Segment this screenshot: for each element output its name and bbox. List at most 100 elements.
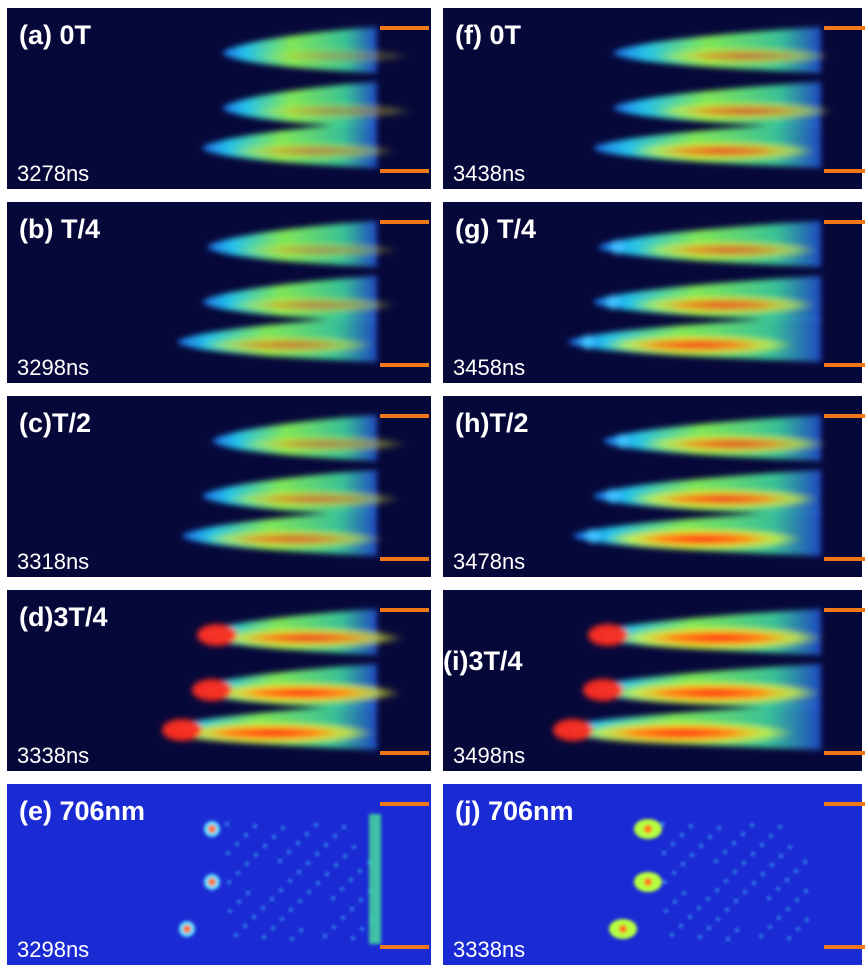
panel: (a) 0T 3278ns: [7, 8, 431, 189]
plume-core: [637, 240, 819, 260]
plume-head: [606, 295, 620, 309]
plume-head: [583, 679, 623, 701]
speckle: [246, 891, 250, 895]
plume-head: [197, 624, 237, 646]
speckle: [234, 933, 238, 937]
spot-core: [644, 878, 652, 886]
speckle: [359, 898, 363, 902]
speckle: [743, 890, 747, 894]
speckle: [788, 845, 792, 849]
speckle: [735, 928, 739, 932]
panel: (j) 706nm 3338ns: [443, 784, 865, 965]
panel-time: 3458ns: [453, 355, 525, 380]
panel-label: (e) 706nm: [19, 796, 145, 826]
speckle: [725, 908, 729, 912]
speckle: [270, 897, 274, 901]
panel-time: 3298ns: [17, 937, 89, 962]
speckle: [243, 924, 247, 928]
speckle: [297, 870, 301, 874]
speckle: [305, 832, 309, 836]
speckle: [715, 888, 719, 892]
speckle: [225, 822, 229, 826]
speckle: [707, 926, 711, 930]
speckle: [804, 889, 808, 893]
speckle: [671, 842, 675, 846]
panel: (i)3T/4 3498ns: [443, 590, 865, 771]
speckle: [342, 825, 346, 829]
speckle: [742, 861, 746, 865]
speckle: [351, 936, 355, 940]
speckle: [778, 825, 782, 829]
plume-head: [586, 529, 600, 543]
panel: (c)T/2 3318ns: [7, 396, 431, 577]
speckle: [315, 852, 319, 856]
panel-time: 3298ns: [17, 355, 89, 380]
speckle: [787, 936, 791, 940]
speckle: [803, 860, 807, 864]
speckle: [325, 872, 329, 876]
speckle: [751, 852, 755, 856]
plume-core: [210, 627, 404, 649]
plumes: [182, 415, 407, 556]
speckle: [288, 879, 292, 883]
plume-core: [227, 142, 397, 160]
speckle: [324, 843, 328, 847]
speckle: [664, 909, 668, 913]
speckle: [680, 833, 684, 837]
plume-core: [626, 488, 820, 510]
plume-core: [639, 434, 827, 454]
panel-time: 3318ns: [17, 549, 89, 574]
speckle: [245, 862, 249, 866]
panel: (b) T/4 3298ns: [7, 202, 431, 383]
plume-core: [612, 626, 824, 650]
plume-core: [603, 528, 803, 550]
speckle: [360, 927, 364, 931]
speckle: [226, 851, 230, 855]
panel-time: 3278ns: [17, 161, 89, 186]
speckle: [672, 871, 676, 875]
speckle: [796, 927, 800, 931]
panel-label: (i)3T/4: [443, 646, 523, 676]
speckle: [262, 935, 266, 939]
plume-head: [611, 240, 625, 254]
plumes: [553, 609, 824, 750]
speckle: [724, 879, 728, 883]
panel-label: (d)3T/4: [19, 602, 108, 632]
spots: [179, 814, 381, 944]
speckle: [760, 843, 764, 847]
plumes: [573, 415, 827, 556]
speckle: [733, 870, 737, 874]
panel-background: [7, 784, 431, 965]
speckle: [316, 881, 320, 885]
plume-core: [601, 334, 795, 356]
speckle: [805, 918, 809, 922]
plume-head: [588, 624, 628, 646]
plume-head: [553, 719, 593, 741]
speckle: [726, 937, 730, 941]
speckle: [768, 925, 772, 929]
speckle: [278, 859, 282, 863]
speckle: [358, 869, 362, 873]
speckle: [673, 900, 677, 904]
speckle: [752, 881, 756, 885]
plumes: [568, 221, 821, 362]
speckle: [795, 898, 799, 902]
speckle: [289, 908, 293, 912]
speckle: [272, 835, 276, 839]
panel-label: (a) 0T: [19, 20, 92, 50]
speckle: [227, 880, 231, 884]
speckle: [236, 871, 240, 875]
speckle: [271, 926, 275, 930]
speckle: [714, 859, 718, 863]
speckle: [779, 854, 783, 858]
panel: (e) 706nm 3298ns: [7, 784, 431, 965]
speckle: [314, 823, 318, 827]
speckle: [307, 890, 311, 894]
speckle: [279, 888, 283, 892]
speckle: [663, 880, 667, 884]
speckle: [662, 851, 666, 855]
speckle: [252, 915, 256, 919]
panel-label: (f) 0T: [455, 20, 521, 50]
speckle: [776, 887, 780, 891]
